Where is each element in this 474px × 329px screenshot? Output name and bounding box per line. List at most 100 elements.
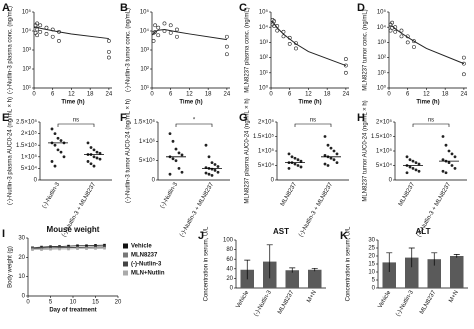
x-tick-label: 6 [288, 92, 292, 98]
y-tick-label: 1.5×10⁶ [134, 119, 156, 126]
marker [94, 244, 97, 247]
data-point [38, 29, 43, 34]
chart-title: Mouse weight [47, 225, 100, 234]
marker [67, 247, 70, 251]
data-point [53, 132, 57, 136]
x-tick-label: 0 [387, 92, 391, 98]
data-point [290, 155, 294, 159]
data-point [343, 70, 348, 75]
y-tick-label: 1.5×10⁵ [16, 142, 38, 149]
y-tick-label: 20 [368, 254, 375, 260]
data-point [56, 136, 60, 140]
x-axis-label: Time (h) [298, 100, 321, 106]
data-point [168, 132, 172, 136]
data-point [461, 72, 466, 77]
panel-letter: A [2, 2, 10, 14]
data-point [293, 156, 297, 160]
data-point [156, 25, 161, 30]
y-tick-label: 0 [230, 286, 234, 292]
data-point [177, 151, 181, 155]
data-point [441, 158, 445, 162]
data-point [175, 34, 179, 39]
x-tick-label: 12 [423, 92, 430, 98]
data-point [405, 155, 409, 159]
bar [405, 257, 419, 288]
data-point [50, 160, 54, 163]
data-point [213, 163, 217, 166]
y-tick-label: 10⁵ [140, 9, 150, 16]
data-point [412, 45, 416, 49]
error-bar [266, 244, 273, 279]
data-point [461, 61, 466, 66]
data-point [414, 168, 418, 172]
x-tick-label: 6 [406, 92, 410, 98]
data-point [287, 167, 291, 170]
y-tick-label: 10² [22, 67, 31, 73]
panel-letter: G [239, 112, 248, 124]
y-tick-label: 60 [226, 257, 233, 263]
data-point [177, 167, 181, 170]
x-tick-label: 10 [70, 300, 77, 306]
y-tick-label: 10⁰ [377, 85, 387, 92]
x-tick-label: 24 [224, 92, 231, 98]
y-axis-label: (-)-Nutlin-3 plasma conc. (ng/mL) [8, 6, 14, 94]
y-tick-label: 10¹ [377, 70, 386, 76]
x-tick-label: 15 [92, 300, 99, 306]
data-point [204, 171, 208, 175]
data-point [92, 164, 96, 168]
y-tick-label: 5×10⁴ [21, 165, 38, 172]
data-point [323, 162, 327, 166]
data-point [168, 23, 173, 28]
y-tick-label: 0 [22, 294, 26, 300]
data-point [59, 139, 63, 142]
x-axis-label: Time (h) [416, 100, 439, 106]
y-tick-label: 15 [368, 262, 375, 268]
marker [76, 244, 79, 248]
error-bar [289, 267, 296, 273]
x-tick-label: 24 [461, 92, 468, 98]
data-point [207, 155, 211, 159]
data-point [174, 147, 178, 151]
y-axis-label: MLN8237 tumor AUC0-24 (ng/mL × h) [363, 100, 369, 201]
y-tick-label: 0 [372, 286, 376, 292]
panel-letter: H [357, 112, 365, 124]
data-point [213, 168, 217, 172]
data-point [86, 141, 90, 145]
marker [76, 247, 79, 250]
y-tick-label: 10⁴ [377, 24, 387, 31]
data-point [281, 29, 286, 34]
legend-swatch [123, 270, 128, 276]
category-label: (-)-Nutlin-3 + MLN8237 [298, 181, 334, 238]
y-tick-label: 10⁴ [22, 28, 32, 35]
x-tick-label: 5 [49, 300, 53, 306]
panel-letter: I [2, 228, 5, 240]
x-tick-label: 24 [106, 92, 113, 98]
data-point [106, 49, 111, 54]
data-point [417, 169, 421, 173]
data-point [453, 167, 457, 170]
data-point [180, 153, 184, 157]
legend-swatch [123, 252, 128, 258]
y-tick-label: 10² [377, 55, 386, 61]
y-axis-label: MLN8237 tumor conc. (ng/mL) [363, 9, 369, 90]
x-tick-label: 6 [51, 92, 55, 98]
y-axis-label: Concentration in serum, U/L [346, 226, 352, 301]
bar [382, 262, 396, 288]
y-tick-label: 0 [34, 178, 38, 184]
data-point [399, 34, 404, 39]
x-tick-label: 6 [169, 92, 173, 98]
category-label: (-)-Nutlin-3 [160, 181, 180, 209]
data-point [35, 21, 40, 26]
data-point [53, 143, 57, 147]
data-point [294, 46, 298, 51]
data-point [405, 171, 409, 175]
y-tick-label: 10¹ [140, 86, 149, 92]
data-point [95, 156, 99, 160]
legend-swatch [123, 243, 128, 249]
data-point [153, 23, 158, 28]
y-tick-label: 5×10⁴ [376, 162, 393, 169]
data-point [35, 27, 40, 32]
y-tick-label: 2.5×10⁵ [16, 119, 38, 126]
data-point [224, 52, 229, 57]
